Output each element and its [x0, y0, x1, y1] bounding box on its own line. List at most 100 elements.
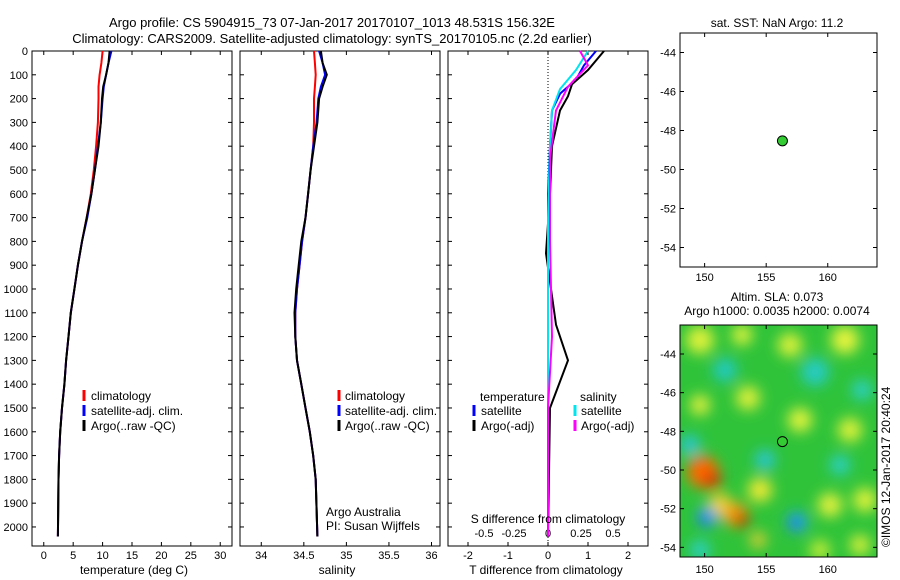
legend-entry: satellite-adj. clim. — [91, 404, 183, 418]
y-tick-label: -50 — [660, 165, 676, 177]
temperature-panel: 0100200300400500600700800900100011001200… — [4, 46, 233, 562]
plot-frame — [239, 50, 441, 547]
argo-location-point — [776, 135, 788, 147]
sla-anomaly-blob — [748, 478, 772, 502]
x-tick-label: -1 — [503, 550, 513, 562]
y-tick-label: 500 — [10, 165, 28, 177]
sla-anomaly-blob — [732, 325, 752, 345]
legend-entry: satellite — [581, 404, 622, 418]
sla-anomaly-blob — [801, 358, 829, 386]
sla-anomaly-blob — [755, 450, 775, 470]
y-tick-label: 200 — [10, 94, 28, 106]
y-tick-label: 0 — [22, 46, 28, 58]
x-tick-label: 155 — [757, 564, 775, 576]
legend-entry: Argo(-adj) — [481, 419, 534, 433]
sla-anomaly-blob — [736, 386, 760, 410]
sla-anomaly-blob — [810, 540, 830, 557]
y-tick-label: -48 — [660, 126, 676, 138]
sla-map-title: Altim. SLA: 0.073 — [731, 290, 824, 304]
y-tick-label: -44 — [660, 48, 676, 60]
y-tick-label: 300 — [10, 117, 28, 129]
y-tick-label: 2000 — [4, 522, 28, 534]
location-map-title: sat. SST: NaN Argo: 11.2 — [711, 16, 844, 30]
series-line-satellite-adj-clim- — [56, 50, 113, 537]
sla-anomaly-blob — [713, 358, 737, 382]
top-tick-label: 0.25 — [570, 528, 591, 540]
salinity-panel: 34 34.5 35 35.5 36 climatologysatellite-adj. … — [239, 50, 441, 562]
x-tick-label: 2 — [625, 550, 631, 562]
series-line-salinity-satellite — [547, 50, 589, 537]
x-tick-label: 34.5 — [293, 550, 314, 562]
y-tick-label: -46 — [660, 87, 676, 99]
y-tick-label: 1600 — [4, 427, 28, 439]
y-tick-label: -54 — [660, 542, 676, 554]
sla-anomaly-blob — [838, 418, 862, 442]
x-tick-label: 160 — [819, 564, 837, 576]
y-tick-label: 1700 — [4, 451, 28, 463]
argo-location-point — [776, 436, 788, 448]
y-tick-label: 900 — [10, 260, 28, 272]
x-tick-label: 1 — [585, 550, 591, 562]
x-tick-label: 10 — [96, 550, 108, 562]
x-tick-label: 30 — [214, 550, 226, 562]
top-tick-label: -0.5 — [475, 528, 494, 540]
top-tick-label: 0.5 — [605, 528, 620, 540]
y-tick-label: -44 — [660, 349, 676, 361]
legend-entry: satellite — [481, 404, 522, 418]
x-tick-label: 34 — [255, 550, 267, 562]
y-tick-label: 1000 — [4, 284, 28, 296]
y-tick-label: 1200 — [4, 332, 28, 344]
sla-anomaly-blob — [690, 395, 710, 415]
title-line1: Argo profile: CS 5904915_73 07-Jan-2017 … — [109, 15, 555, 30]
x-tick-label: 150 — [695, 272, 713, 284]
series-line-salinity-argo-adj- — [547, 50, 590, 537]
sla-anomaly-blob — [853, 488, 877, 512]
series-line-argo-raw-qc- — [56, 50, 111, 537]
series-line-climatology — [56, 50, 104, 537]
sla-anomaly-blob — [686, 326, 714, 354]
x-tick-label: 5 — [70, 550, 76, 562]
y-tick-label: 1500 — [4, 403, 28, 415]
y-tick-label: 100 — [10, 70, 28, 82]
y-tick-label: 700 — [10, 213, 28, 225]
series-line-satellite-adj-clim- — [294, 50, 327, 537]
y-tick-label: 400 — [10, 141, 28, 153]
sla-map-subtitle: Argo h1000: 0.0035 h2000: 0.0074 — [684, 304, 870, 318]
top-tick-label: -0.25 — [501, 528, 526, 540]
sla-anomaly-blob — [818, 493, 842, 517]
sla-anomaly-blob — [778, 333, 802, 357]
sla-anomaly-blob — [852, 380, 872, 400]
difference-xlabel: T difference from climatology — [469, 563, 623, 577]
copyright-side-label: ©IMOS 12-Jan-2017 20:40:24 — [879, 386, 893, 547]
salinity-annotation-line1: Argo Australia — [326, 505, 401, 519]
y-tick-label: -52 — [660, 504, 676, 516]
map-frame — [679, 324, 878, 558]
x-tick-label: -2 — [463, 550, 473, 562]
y-tick-label: 600 — [10, 189, 28, 201]
x-tick-label: 155 — [757, 272, 775, 284]
legend-entry: Argo(..raw -QC) — [345, 419, 430, 433]
salinity-annotation-line2: PI: Susan Wijffels — [326, 519, 420, 533]
series-line-argo-raw-qc- — [293, 50, 328, 537]
plot-frame — [31, 50, 233, 547]
sla-anomaly-blob — [830, 455, 850, 475]
map-frame — [679, 32, 878, 268]
sla-anomaly-blob — [788, 408, 812, 432]
sla-anomaly-blob — [735, 513, 749, 527]
legend-entry: Argo(..raw -QC) — [91, 419, 176, 433]
sla-anomaly-blob — [850, 535, 870, 555]
y-tick-label: 1300 — [4, 355, 28, 367]
legend-entry: climatology — [345, 389, 405, 403]
y-tick-label: 1100 — [4, 308, 28, 320]
x-tick-label: 160 — [819, 272, 837, 284]
x-tick-label: 20 — [155, 550, 167, 562]
sla-anomaly-blob — [699, 513, 711, 525]
legend-entry: satellite-adj. clim. — [345, 404, 437, 418]
legend-entry: Argo(-adj) — [581, 419, 634, 433]
y-tick-label: -54 — [660, 243, 676, 255]
y-tick-label: -48 — [660, 426, 676, 438]
sla-anomaly-blob — [690, 540, 710, 557]
x-tick-label: 25 — [185, 550, 197, 562]
